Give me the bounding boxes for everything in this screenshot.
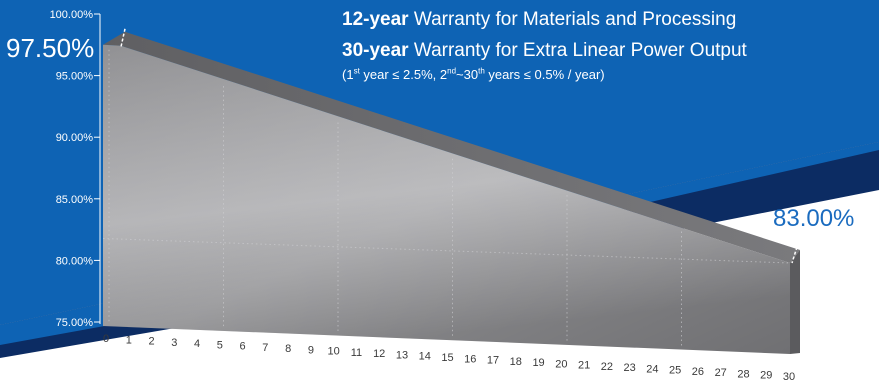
warranty-line-materials: 12-year Warranty for Materials and Proce… <box>342 9 736 31</box>
note-part: (1 <box>342 67 354 82</box>
y-tick-label: 75.00% <box>56 317 94 329</box>
x-tick-label: 22 <box>601 361 613 373</box>
x-tick-label: 5 <box>217 339 223 351</box>
warranty-text-materials: Warranty for Materials and Processing <box>408 9 737 30</box>
x-tick-label: 2 <box>148 336 154 348</box>
x-tick-label: 23 <box>624 362 636 374</box>
note-part: ~30 <box>456 67 479 82</box>
x-tick-label: 7 <box>262 342 268 354</box>
x-tick-label: 6 <box>240 341 246 353</box>
horizontal-grid-line <box>102 237 791 264</box>
x-axis-ticks: 0 1 2 3 4 5 6 7 8 9 10 11 12 13 14 15 16 17 18 19 20 21 22 23 24… <box>103 333 795 383</box>
x-tick-label: 11 <box>351 347 362 359</box>
end-value-callout: 83.00% <box>773 205 855 232</box>
warranty-line-power: 30-year Warranty for Extra Linear Power … <box>342 40 747 62</box>
x-tick-label: 8 <box>285 343 291 355</box>
warranty-years-power: 30-year <box>342 40 409 61</box>
warranty-text-power: Warranty for Extra Linear Power Output <box>408 40 747 61</box>
note-part: year ≤ 2.5%, 2 <box>359 67 448 82</box>
y-tick-label: 80.00% <box>56 255 94 267</box>
note-sup: st <box>353 66 360 76</box>
x-tick-label: 28 <box>737 368 749 380</box>
warranty-degradation-note: (1st year ≤ 2.5%, 2nd~30th years ≤ 0.5% … <box>342 67 605 82</box>
area-side-face <box>790 250 800 354</box>
start-value-callout: 97.50% <box>6 33 95 63</box>
grid-lines <box>102 28 798 347</box>
note-part: years ≤ 0.5% / year) <box>484 67 605 82</box>
x-tick-label: 21 <box>578 360 590 372</box>
x-tick-label: 0 <box>103 333 109 345</box>
x-tick-label: 13 <box>396 349 408 361</box>
edge-marker-line <box>791 246 798 264</box>
x-tick-label: 3 <box>171 337 177 349</box>
x-tick-label: 18 <box>510 356 522 368</box>
x-tick-label: 24 <box>646 363 658 375</box>
note-sup: nd <box>447 66 457 76</box>
x-tick-label: 12 <box>373 348 385 360</box>
x-tick-label: 29 <box>760 370 772 382</box>
x-tick-label: 30 <box>783 371 795 383</box>
warranty-years-materials: 12-year <box>342 9 409 30</box>
x-tick-label: 14 <box>419 351 431 363</box>
x-tick-label: 9 <box>308 344 314 356</box>
y-tick-label: 95.00% <box>56 71 94 83</box>
x-tick-label: 26 <box>692 366 704 378</box>
y-axis-ticks: 100.00% 95.00% 90.00% 85.00% 80.00% 75.00% <box>50 9 100 329</box>
note-sup: th <box>478 66 485 76</box>
decline-area-series <box>102 28 800 355</box>
x-tick-label: 19 <box>532 357 544 369</box>
x-tick-label: 20 <box>555 358 567 370</box>
area-front-sheen <box>103 44 790 355</box>
x-tick-label: 27 <box>715 367 727 379</box>
x-tick-label: 25 <box>669 365 681 377</box>
y-tick-label: 85.00% <box>56 194 94 206</box>
x-tick-label: 1 <box>126 334 132 346</box>
x-tick-label: 10 <box>328 346 340 358</box>
x-tick-label: 16 <box>464 353 476 365</box>
area-top-face <box>103 31 800 263</box>
y-tick-label: 100.00% <box>50 9 94 21</box>
edge-marker-line <box>120 28 126 47</box>
x-tick-label: 15 <box>441 352 453 364</box>
x-tick-label: 17 <box>487 355 499 367</box>
y-tick-label: 90.00% <box>56 132 94 144</box>
x-tick-label: 4 <box>194 338 200 350</box>
